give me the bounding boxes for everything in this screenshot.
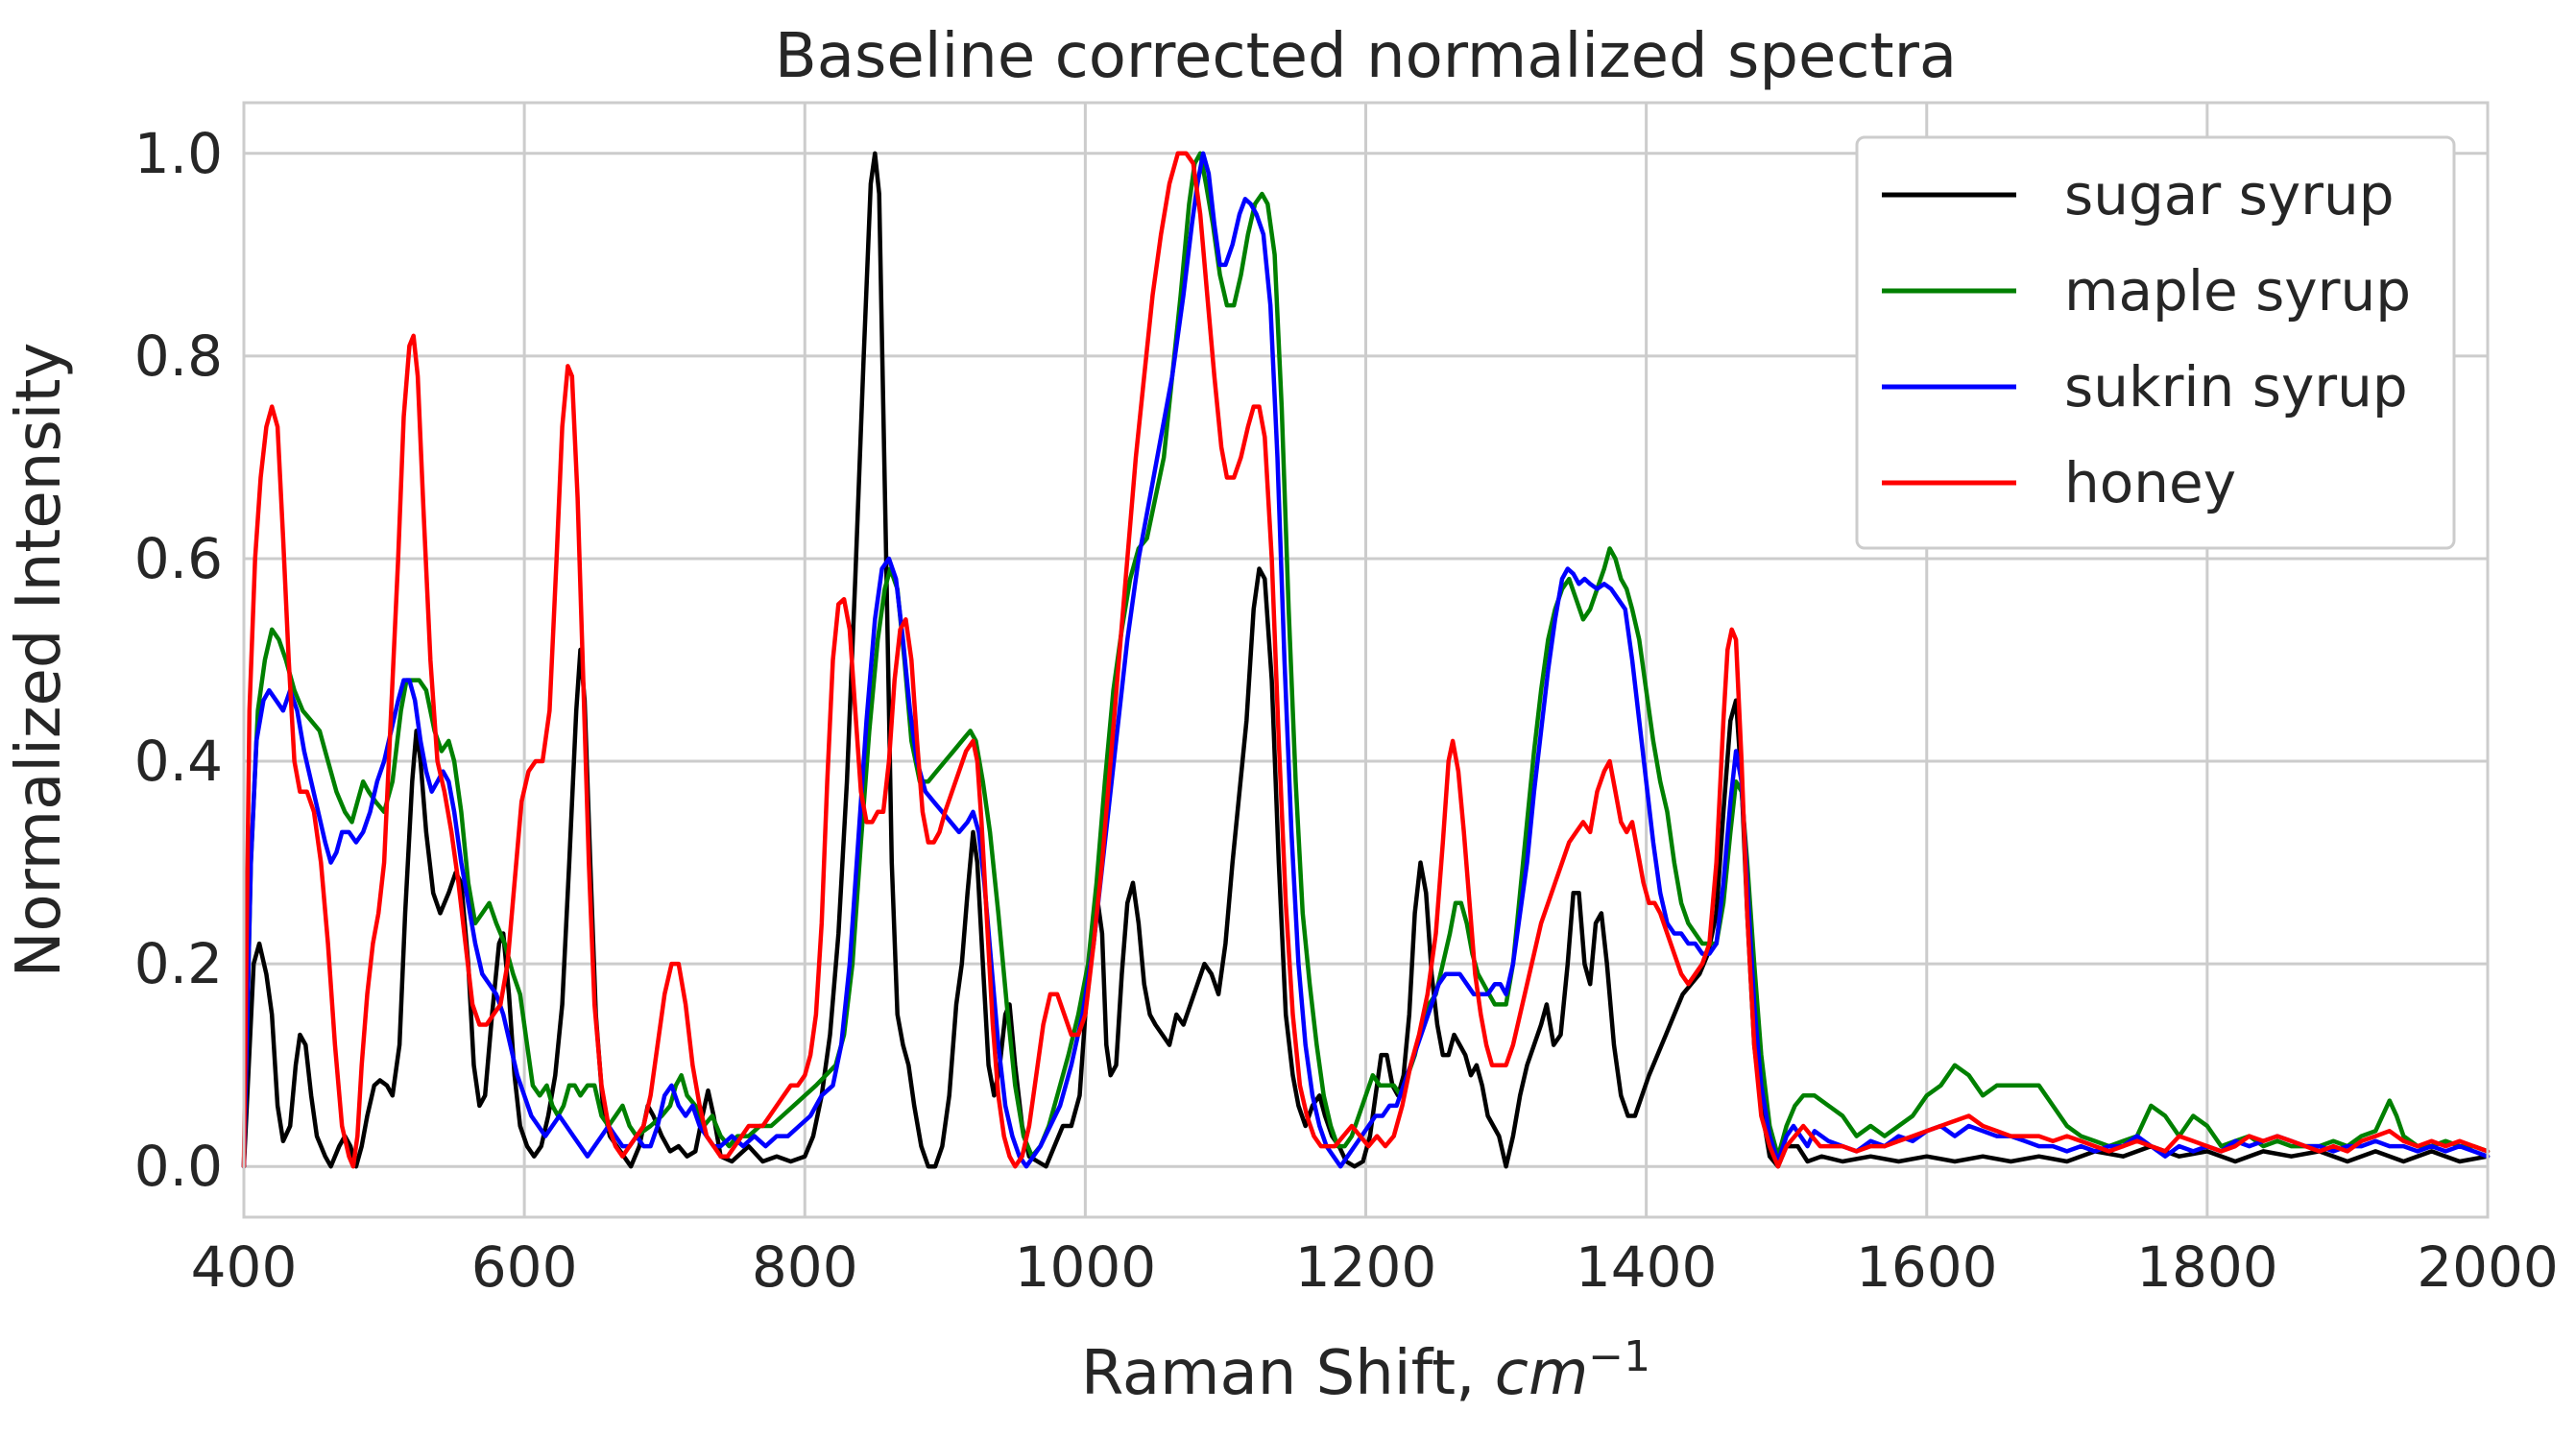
x-axis-unit-exponent: −1 (1588, 1332, 1650, 1381)
legend-label: maple syrup (2064, 258, 2411, 323)
y-tick-label: 0.6 (134, 526, 223, 591)
x-tick-labels: 400 600 800 1000 1200 1400 1600 1800 2000 (191, 1234, 2559, 1300)
plot-frame (242, 101, 2490, 1219)
y-axis-title: Normalized Intensity (4, 343, 75, 978)
x-tick-label: 1400 (1576, 1234, 1718, 1300)
series-line-sugar-syrup (241, 151, 2491, 1169)
y-tick-label: 0.2 (134, 931, 223, 996)
x-axis-unit: cm (1495, 1338, 1589, 1409)
x-tick-label: 1600 (1856, 1234, 1998, 1300)
series-line-maple-syrup (241, 151, 2491, 1169)
y-tick-label: 1.0 (134, 121, 223, 186)
x-axis-title: Raman Shift, cm−1 (1081, 1332, 1650, 1409)
series-line-honey (241, 151, 2491, 1169)
legend-box (1855, 135, 2456, 550)
x-axis-title-text: Raman Shift, (1081, 1338, 1495, 1409)
series-layer (241, 151, 2491, 1169)
legend-label: sukrin syrup (2064, 354, 2408, 419)
series-line-sukrin-syrup (241, 151, 2491, 1169)
x-tick-label: 400 (191, 1234, 298, 1300)
x-tick-label: 1200 (1295, 1234, 1437, 1300)
y-tick-labels: 0.0 0.2 0.4 0.6 0.8 1.0 (134, 121, 223, 1199)
y-tick-label: 0.8 (134, 323, 223, 389)
x-tick-label: 1000 (1015, 1234, 1157, 1300)
legend: sugar syrup maple syrup sukrin syrup honey (1855, 135, 2456, 550)
x-tick-label: 2000 (2417, 1234, 2559, 1300)
x-tick-label: 600 (471, 1234, 578, 1300)
x-tick-label: 800 (752, 1234, 858, 1300)
legend-label: honey (2064, 450, 2236, 515)
y-tick-label: 0.4 (134, 729, 223, 794)
y-tick-label: 0.0 (134, 1134, 223, 1199)
legend-label: sugar syrup (2064, 162, 2395, 227)
chart-title: Baseline corrected normalized spectra (775, 21, 1957, 92)
x-tick-label: 1800 (2136, 1234, 2278, 1300)
